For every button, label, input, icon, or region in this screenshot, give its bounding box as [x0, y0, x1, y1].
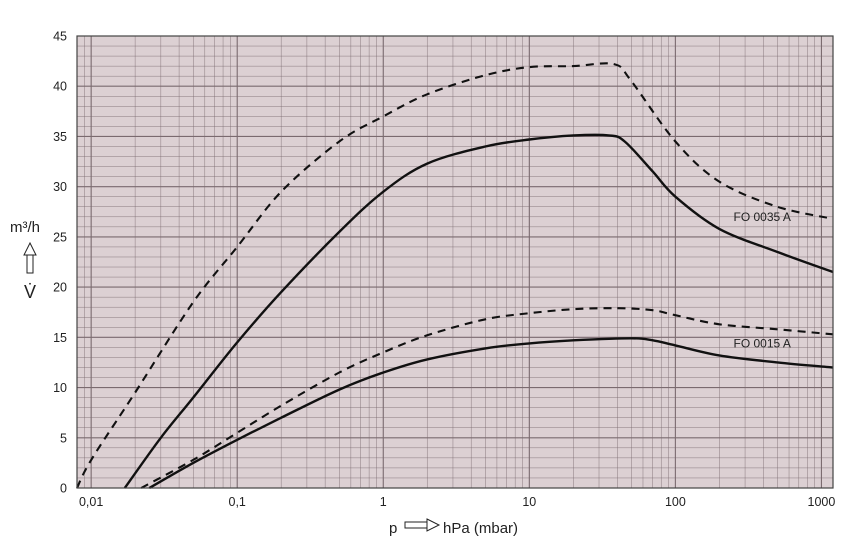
y-tick-label: 10 [53, 381, 67, 395]
right-arrow-icon [404, 518, 441, 532]
y-tick-label: 45 [53, 30, 67, 44]
x-tick-label: 0,01 [79, 495, 103, 509]
x-tick-label: 0,1 [229, 495, 246, 509]
curve-solid-1 [123, 133, 834, 489]
curve-labels: FO 0035 A FO 0015 A [734, 210, 791, 351]
y-axis-title: m³/h V̇ [10, 219, 40, 302]
x-tick-label: 1 [380, 495, 387, 509]
y-tick-label: 0 [60, 482, 67, 496]
y-tick-label: 25 [53, 230, 67, 244]
y-tick-labels: 0 5 10 15 20 25 30 35 40 45 [53, 30, 67, 496]
curve-label: FO 0015 A [734, 336, 791, 350]
y-tick-label: 5 [60, 431, 67, 445]
x-tick-label: 10 [522, 495, 536, 509]
x-axis-title: p hPa (mbar) [389, 518, 518, 537]
x-tick-labels: 0,01 0,1 1 10 100 1000 [79, 495, 835, 509]
y-tick-label: 40 [53, 80, 67, 94]
x-axis-unit: hPa (mbar) [443, 520, 518, 537]
plot-area [77, 36, 833, 488]
y-tick-label: 35 [53, 130, 67, 144]
y-tick-label: 15 [53, 331, 67, 345]
y-tick-label: 30 [53, 180, 67, 194]
y-tick-label: 20 [53, 281, 67, 295]
curve-dashed-2 [140, 307, 834, 489]
up-arrow-icon [23, 241, 37, 274]
x-tick-label: 100 [665, 495, 686, 509]
minor-grid [76, 36, 833, 488]
curve-label: FO 0035 A [734, 210, 791, 224]
y-axis-symbol: V̇ [24, 282, 36, 302]
curves [76, 62, 834, 490]
curve-solid-3 [148, 337, 834, 490]
x-axis-symbol: p [389, 520, 397, 537]
curve-dashed-0 [76, 62, 834, 489]
plot-frame [76, 35, 834, 489]
x-tick-label: 1000 [808, 495, 836, 509]
y-axis-unit: m³/h [10, 219, 40, 236]
